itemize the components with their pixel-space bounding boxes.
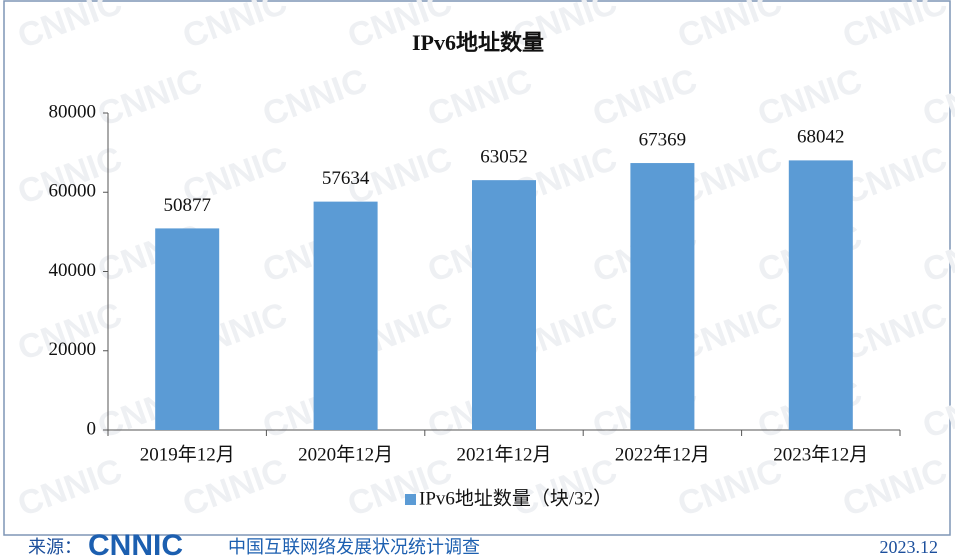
data-label: 50877: [163, 195, 211, 216]
bar: [313, 201, 378, 430]
y-tick-label: 40000: [49, 260, 97, 281]
y-tick-label: 0: [87, 418, 97, 439]
x-tick-label: 2019年12月: [140, 443, 235, 465]
data-label: 63052: [480, 147, 528, 168]
logo: CNNIC: [88, 529, 183, 560]
legend-label: IPv6地址数量（块/32）: [419, 487, 612, 509]
x-tick-label: 2023年12月: [773, 443, 868, 465]
y-tick-label: 60000: [49, 181, 97, 202]
y-tick-label: 80000: [49, 101, 97, 122]
data-label: 67369: [639, 129, 687, 150]
data-label: 57634: [322, 168, 370, 189]
chart-title: IPv6地址数量: [412, 30, 544, 55]
legend-swatch: [405, 494, 416, 505]
x-tick-label: 2022年12月: [615, 443, 710, 465]
data-label: 68042: [797, 127, 845, 148]
footer-date: 2023.12: [880, 537, 939, 557]
bar: [788, 160, 853, 430]
bar: [630, 163, 695, 430]
bar: [472, 180, 536, 430]
x-tick-label: 2021年12月: [456, 443, 551, 465]
footer-text: 中国互联网络发展状况统计调查: [228, 537, 480, 557]
y-tick-label: 20000: [49, 339, 97, 360]
x-tick-label: 2020年12月: [298, 443, 393, 465]
source-label: 来源：: [28, 537, 82, 557]
bar: [155, 228, 220, 430]
